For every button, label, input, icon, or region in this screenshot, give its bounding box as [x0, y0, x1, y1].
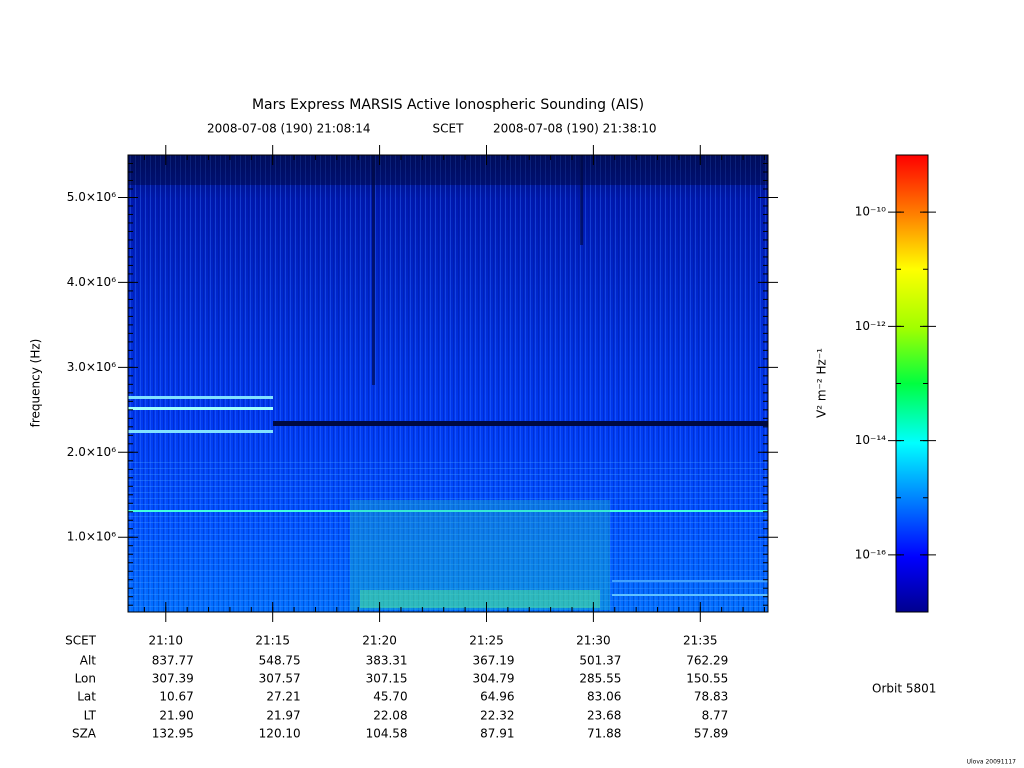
colorbar-label: V² m⁻² Hz⁻¹ — [815, 348, 829, 418]
colorbar-tick-label: 10⁻¹⁶ — [855, 547, 886, 561]
ephemeris-value: 87.91 — [480, 727, 514, 741]
ephemeris-value: 8.77 — [702, 709, 729, 723]
time-frame: SCET — [433, 122, 465, 136]
start-time: 2008-07-08 (190) 21:08:14 — [207, 122, 371, 136]
colorbar-tick-label: 10⁻¹⁰ — [855, 205, 886, 219]
ephemeris-value: 285.55 — [579, 672, 621, 686]
x-tick-label: 21:35 — [683, 634, 718, 648]
ephemeris-value: 104.58 — [366, 727, 408, 741]
y-axis-label: frequency (Hz) — [29, 339, 43, 428]
x-tick-label: 21:30 — [576, 634, 611, 648]
ephemeris-value: 10.67 — [159, 690, 193, 704]
ephemeris-label: Lat — [77, 690, 96, 704]
ephemeris-label: SZA — [72, 727, 97, 741]
ephemeris-value: 78.83 — [694, 690, 728, 704]
colorbar-tick-label: 10⁻¹² — [855, 319, 886, 333]
ephemeris-value: 27.21 — [266, 690, 300, 704]
ephemeris-value: 762.29 — [686, 654, 728, 668]
ephemeris-label: LT — [84, 709, 97, 723]
ephemeris-value: 23.68 — [587, 709, 621, 723]
ephemeris-value: 83.06 — [587, 690, 621, 704]
x-tick-label: 21:25 — [469, 634, 504, 648]
ephemeris-label: Lon — [75, 672, 96, 686]
end-time: 2008-07-08 (190) 21:38:10 — [493, 122, 657, 136]
ephemeris-value: 21.97 — [266, 709, 300, 723]
colorbar — [895, 154, 929, 613]
x-tick-label: 21:15 — [255, 634, 290, 648]
ephemeris-value: 57.89 — [694, 727, 728, 741]
ephemeris-value: 22.08 — [373, 709, 407, 723]
ephemeris-value: 304.79 — [472, 672, 514, 686]
ephemeris-value: 132.95 — [152, 727, 194, 741]
ephemeris-value: 120.10 — [259, 727, 301, 741]
ephemeris-value: 71.88 — [587, 727, 621, 741]
y-tick-label: 3.0×10⁶ — [67, 360, 116, 374]
y-tick-label: 4.0×10⁶ — [67, 275, 116, 289]
ephemeris-value: 150.55 — [686, 672, 728, 686]
y-tick-label: 5.0×10⁶ — [67, 190, 116, 204]
colorbar-tick-label: 10⁻¹⁴ — [855, 433, 886, 447]
x-tick-label: 21:10 — [148, 634, 183, 648]
y-tick-label: 1.0×10⁶ — [67, 530, 116, 544]
ephemeris-label: SCET — [65, 634, 97, 648]
orbit: Orbit 5801 — [872, 682, 936, 696]
ephemeris-value: 45.70 — [373, 690, 407, 704]
ephemeris-label: Alt — [80, 654, 97, 668]
axes: 1.0×10⁶ 2.0×10⁶ 3.0×10⁶ 4.0×10⁶ 5.0×10⁶ 21:10… — [65, 145, 936, 741]
ephemeris-value: 64.96 — [480, 690, 514, 704]
footer: Ulova 20091117 — [967, 759, 1017, 766]
ephemeris-value: 21.90 — [159, 709, 193, 723]
spectrogram — [128, 155, 768, 612]
ephemeris-value: 383.31 — [366, 654, 408, 668]
ephemeris-value: 307.15 — [366, 672, 408, 686]
ephemeris-value: 548.75 — [259, 654, 301, 668]
ephemeris-value: 307.57 — [259, 672, 301, 686]
plot-frame — [127, 154, 769, 613]
ephemeris-value: 367.19 — [472, 654, 514, 668]
ephemeris-value: 837.77 — [152, 654, 194, 668]
ephemeris-value: 501.37 — [579, 654, 621, 668]
x-tick-label: 21:20 — [362, 634, 397, 648]
ephemeris-value: 307.39 — [152, 672, 194, 686]
ephemeris-value: 22.32 — [480, 709, 514, 723]
chart-title: Mars Express MARSIS Active Ionospheric S… — [252, 97, 644, 113]
y-tick-label: 2.0×10⁶ — [67, 445, 116, 459]
